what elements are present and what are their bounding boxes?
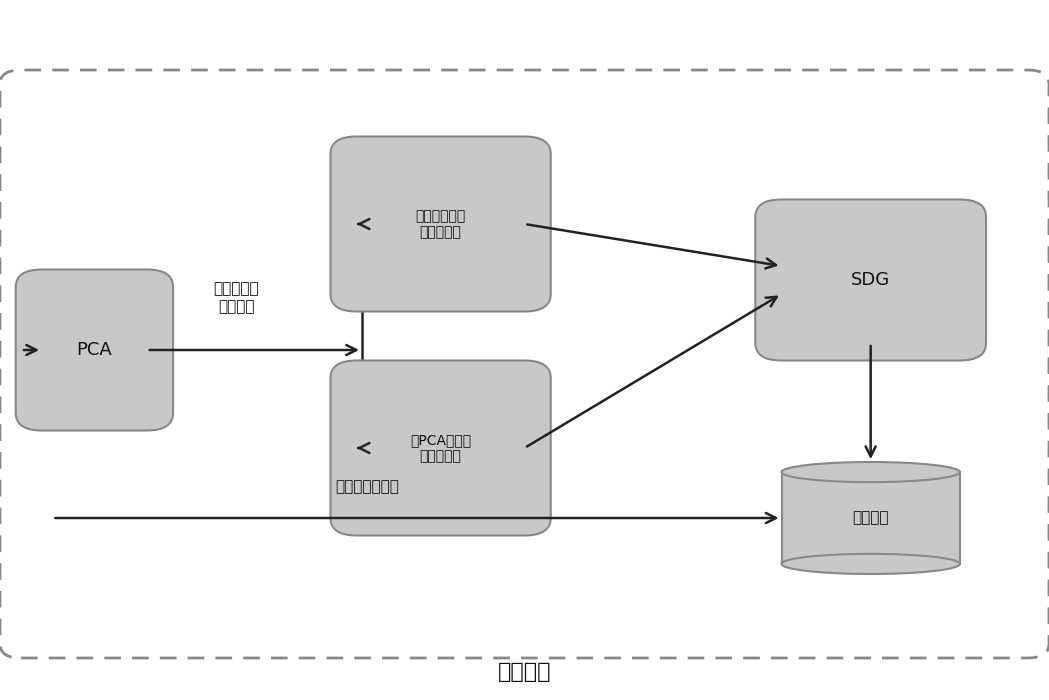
FancyBboxPatch shape (782, 472, 960, 564)
FancyBboxPatch shape (755, 199, 986, 360)
Text: SDG: SDG (851, 271, 891, 289)
FancyBboxPatch shape (330, 360, 551, 536)
Text: 混合算法: 混合算法 (497, 662, 552, 682)
Text: 故障征兆已定义: 故障征兆已定义 (336, 479, 399, 494)
Ellipse shape (782, 554, 960, 574)
Ellipse shape (782, 462, 960, 482)
Text: 由PCA残差求
得的偏离点: 由PCA残差求 得的偏离点 (410, 433, 471, 463)
FancyBboxPatch shape (16, 270, 173, 430)
Text: PCA: PCA (77, 341, 112, 359)
Text: 由模糊逻辑求
得的偏离点: 由模糊逻辑求 得的偏离点 (415, 209, 466, 239)
Text: 监测到过程
发生故障: 监测到过程 发生故障 (213, 281, 259, 314)
Text: 专家知识: 专家知识 (853, 510, 889, 526)
FancyBboxPatch shape (330, 136, 551, 312)
